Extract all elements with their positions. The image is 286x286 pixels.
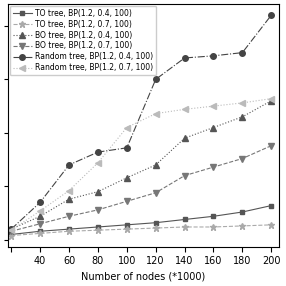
TO tree, BP(1.2, 0.7, 100)	[241, 224, 244, 228]
Line: TO tree, BP(1.2, 0.7, 100): TO tree, BP(1.2, 0.7, 100)	[8, 221, 275, 239]
BO tree, BP(1.2, 0.7, 100)	[9, 230, 13, 233]
TO tree, BP(1.2, 0.7, 100)	[212, 225, 215, 229]
Random tree, BP(1.2, 0.4, 100)	[154, 78, 157, 81]
TO tree, BP(1.2, 0.4, 100)	[38, 230, 42, 233]
BO tree, BP(1.2, 0.7, 100)	[96, 208, 100, 212]
TO tree, BP(1.2, 0.7, 100)	[154, 226, 157, 230]
TO tree, BP(1.2, 0.4, 100)	[183, 218, 186, 221]
Random tree, BP(1.2, 0.4, 100)	[125, 146, 128, 150]
BO tree, BP(1.2, 0.4, 100)	[270, 99, 273, 102]
TO tree, BP(1.2, 0.7, 100)	[96, 229, 100, 232]
X-axis label: Number of nodes (*1000): Number of nodes (*1000)	[81, 272, 206, 282]
TO tree, BP(1.2, 0.4, 100)	[9, 233, 13, 236]
Random tree, BP(1.2, 0.7, 100)	[67, 189, 71, 192]
BO tree, BP(1.2, 0.7, 100)	[183, 174, 186, 177]
TO tree, BP(1.2, 0.7, 100)	[270, 223, 273, 227]
Random tree, BP(1.2, 0.4, 100)	[96, 150, 100, 154]
Random tree, BP(1.2, 0.7, 100)	[96, 161, 100, 164]
BO tree, BP(1.2, 0.4, 100)	[9, 227, 13, 231]
Random tree, BP(1.2, 0.7, 100)	[241, 101, 244, 105]
BO tree, BP(1.2, 0.7, 100)	[154, 191, 157, 194]
TO tree, BP(1.2, 0.7, 100)	[67, 230, 71, 233]
TO tree, BP(1.2, 0.7, 100)	[38, 232, 42, 235]
Random tree, BP(1.2, 0.4, 100)	[38, 201, 42, 204]
BO tree, BP(1.2, 0.7, 100)	[241, 157, 244, 160]
Random tree, BP(1.2, 0.4, 100)	[183, 56, 186, 60]
TO tree, BP(1.2, 0.4, 100)	[67, 227, 71, 231]
BO tree, BP(1.2, 0.4, 100)	[154, 163, 157, 167]
Random tree, BP(1.2, 0.4, 100)	[212, 54, 215, 57]
TO tree, BP(1.2, 0.7, 100)	[183, 225, 186, 229]
Random tree, BP(1.2, 0.7, 100)	[183, 108, 186, 111]
Legend: TO tree, BP(1.2, 0.4, 100), TO tree, BP(1.2, 0.7, 100), BO tree, BP(1.2, 0.4, 10: TO tree, BP(1.2, 0.4, 100), TO tree, BP(…	[10, 6, 156, 75]
TO tree, BP(1.2, 0.4, 100)	[154, 221, 157, 225]
Random tree, BP(1.2, 0.7, 100)	[125, 126, 128, 129]
TO tree, BP(1.2, 0.4, 100)	[212, 214, 215, 218]
Random tree, BP(1.2, 0.4, 100)	[67, 163, 71, 167]
Line: Random tree, BP(1.2, 0.7, 100): Random tree, BP(1.2, 0.7, 100)	[9, 96, 274, 233]
BO tree, BP(1.2, 0.4, 100)	[212, 126, 215, 129]
BO tree, BP(1.2, 0.7, 100)	[270, 144, 273, 147]
TO tree, BP(1.2, 0.4, 100)	[125, 223, 128, 227]
Random tree, BP(1.2, 0.7, 100)	[9, 229, 13, 232]
BO tree, BP(1.2, 0.4, 100)	[241, 115, 244, 118]
TO tree, BP(1.2, 0.4, 100)	[96, 225, 100, 229]
TO tree, BP(1.2, 0.4, 100)	[270, 204, 273, 207]
Line: BO tree, BP(1.2, 0.7, 100): BO tree, BP(1.2, 0.7, 100)	[9, 143, 274, 234]
Random tree, BP(1.2, 0.7, 100)	[270, 97, 273, 100]
Random tree, BP(1.2, 0.4, 100)	[241, 51, 244, 54]
BO tree, BP(1.2, 0.4, 100)	[96, 190, 100, 193]
BO tree, BP(1.2, 0.4, 100)	[67, 197, 71, 201]
TO tree, BP(1.2, 0.7, 100)	[9, 234, 13, 237]
BO tree, BP(1.2, 0.7, 100)	[212, 165, 215, 169]
BO tree, BP(1.2, 0.4, 100)	[38, 214, 42, 218]
BO tree, BP(1.2, 0.4, 100)	[183, 136, 186, 140]
TO tree, BP(1.2, 0.7, 100)	[125, 227, 128, 231]
TO tree, BP(1.2, 0.4, 100)	[241, 210, 244, 214]
Line: TO tree, BP(1.2, 0.4, 100): TO tree, BP(1.2, 0.4, 100)	[9, 203, 274, 237]
BO tree, BP(1.2, 0.7, 100)	[125, 200, 128, 203]
Random tree, BP(1.2, 0.7, 100)	[212, 104, 215, 108]
Random tree, BP(1.2, 0.4, 100)	[9, 227, 13, 231]
BO tree, BP(1.2, 0.7, 100)	[38, 222, 42, 225]
Random tree, BP(1.2, 0.7, 100)	[38, 209, 42, 213]
BO tree, BP(1.2, 0.4, 100)	[125, 176, 128, 180]
Random tree, BP(1.2, 0.4, 100)	[270, 13, 273, 17]
Line: Random tree, BP(1.2, 0.4, 100): Random tree, BP(1.2, 0.4, 100)	[9, 12, 274, 232]
Random tree, BP(1.2, 0.7, 100)	[154, 112, 157, 115]
Line: BO tree, BP(1.2, 0.4, 100): BO tree, BP(1.2, 0.4, 100)	[9, 98, 274, 232]
BO tree, BP(1.2, 0.7, 100)	[67, 214, 71, 218]
